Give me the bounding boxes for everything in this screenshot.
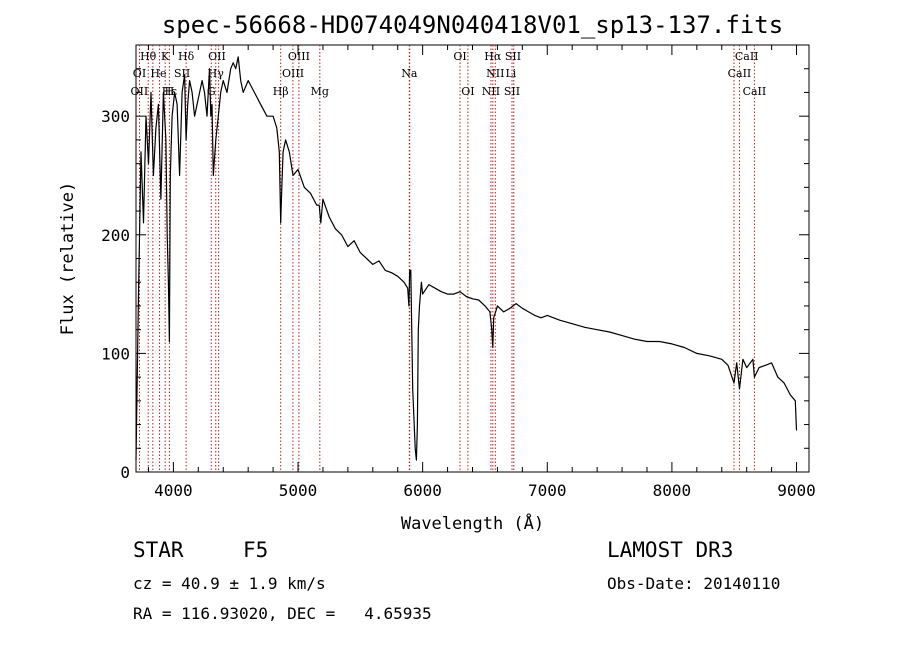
line-label-row2: CaII	[728, 67, 752, 80]
chart-title: spec-56668-HD074049N040418V01_sp13-137.f…	[162, 11, 783, 39]
coordinates: RA = 116.93020, DEC = 4.65935	[133, 604, 432, 623]
x-tick-label: 6000	[403, 481, 442, 500]
line-label-row3: Hβ	[273, 85, 289, 98]
line-label-row3: Hε	[162, 85, 178, 98]
y-tick-label: 200	[101, 226, 130, 245]
line-label-row1: OI	[453, 50, 466, 63]
line-label-row1: OIII	[288, 50, 310, 63]
line-label-row1: Hα	[484, 50, 502, 63]
y-tick-label: 0	[120, 463, 130, 482]
line-label-row2: Hγ	[208, 67, 225, 80]
line-label-row2: Li	[505, 67, 516, 80]
line-label-row1: K	[161, 50, 170, 63]
line-label-row3: G	[207, 85, 216, 98]
line-label-row2: SII	[174, 67, 190, 80]
line-label-row3: Mg	[311, 85, 329, 98]
line-label-row3: OI	[461, 85, 474, 98]
line-label-row1: SII	[505, 50, 521, 63]
line-label-row2: NII	[486, 67, 504, 80]
x-tick-label: 4000	[154, 481, 193, 500]
y-tick-label: 300	[101, 107, 130, 126]
object-class: STAR	[133, 538, 184, 562]
y-axis-label: Flux (relative)	[58, 182, 78, 336]
redshift-cz: cz = 40.9 ± 1.9 km/s	[133, 574, 326, 593]
y-tick-label: 100	[101, 344, 130, 363]
line-label-row1: OII	[208, 50, 226, 63]
spectrum-line-flux	[135, 56, 798, 461]
line-label-row3: CaII	[743, 85, 767, 98]
survey-label: LAMOST DR3	[607, 538, 734, 562]
line-label-row1: Hδ	[178, 50, 195, 63]
line-label-row1: CaII	[735, 50, 759, 63]
x-axis-label: Wavelength (Å)	[401, 512, 544, 534]
line-label-row3: H	[165, 85, 175, 98]
x-tick-label: 9000	[777, 481, 816, 500]
x-tick-label: 7000	[528, 481, 567, 500]
x-tick-label: 5000	[279, 481, 318, 500]
line-label-row3: OII	[131, 85, 149, 98]
line-label-row2: He	[150, 67, 166, 80]
line-label-row2: Na	[401, 67, 418, 80]
observation-date: Obs-Date: 20140110	[607, 574, 781, 593]
line-label-row3: SII	[504, 85, 520, 98]
plot-frame	[135, 44, 810, 473]
line-label-row2: OI	[133, 67, 146, 80]
line-label-row3: NII	[482, 85, 500, 98]
line-label-row2: OIII	[282, 67, 304, 80]
object-subclass: F5	[243, 538, 269, 562]
line-label-row1: Hθ	[140, 50, 157, 63]
x-tick-label: 8000	[653, 481, 692, 500]
